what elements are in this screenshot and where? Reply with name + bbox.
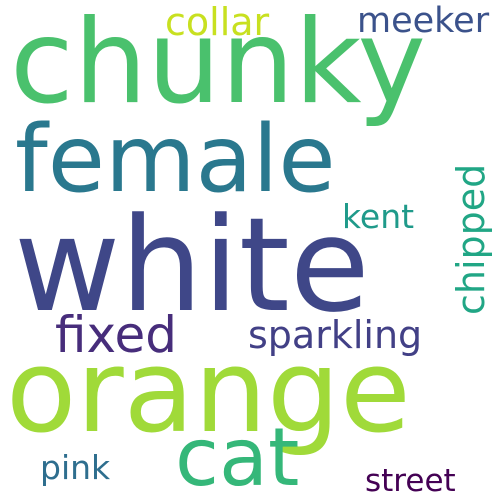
word-sparkling: sparkling: [248, 313, 423, 357]
word-fixed: fixed: [55, 306, 178, 364]
word-collar: collar: [165, 0, 270, 44]
word-kent: kent: [342, 197, 415, 236]
word-chunky: chunky: [10, 0, 427, 130]
word-chipped: chipped: [449, 163, 493, 315]
word-street: street: [365, 463, 456, 499]
word-pink: pink: [40, 448, 111, 487]
word-white: white: [14, 189, 370, 341]
word-meeker: meeker: [357, 1, 490, 41]
word-orange: orange: [6, 325, 411, 459]
word-female: female: [15, 105, 336, 213]
word-cat: cat: [175, 411, 300, 504]
